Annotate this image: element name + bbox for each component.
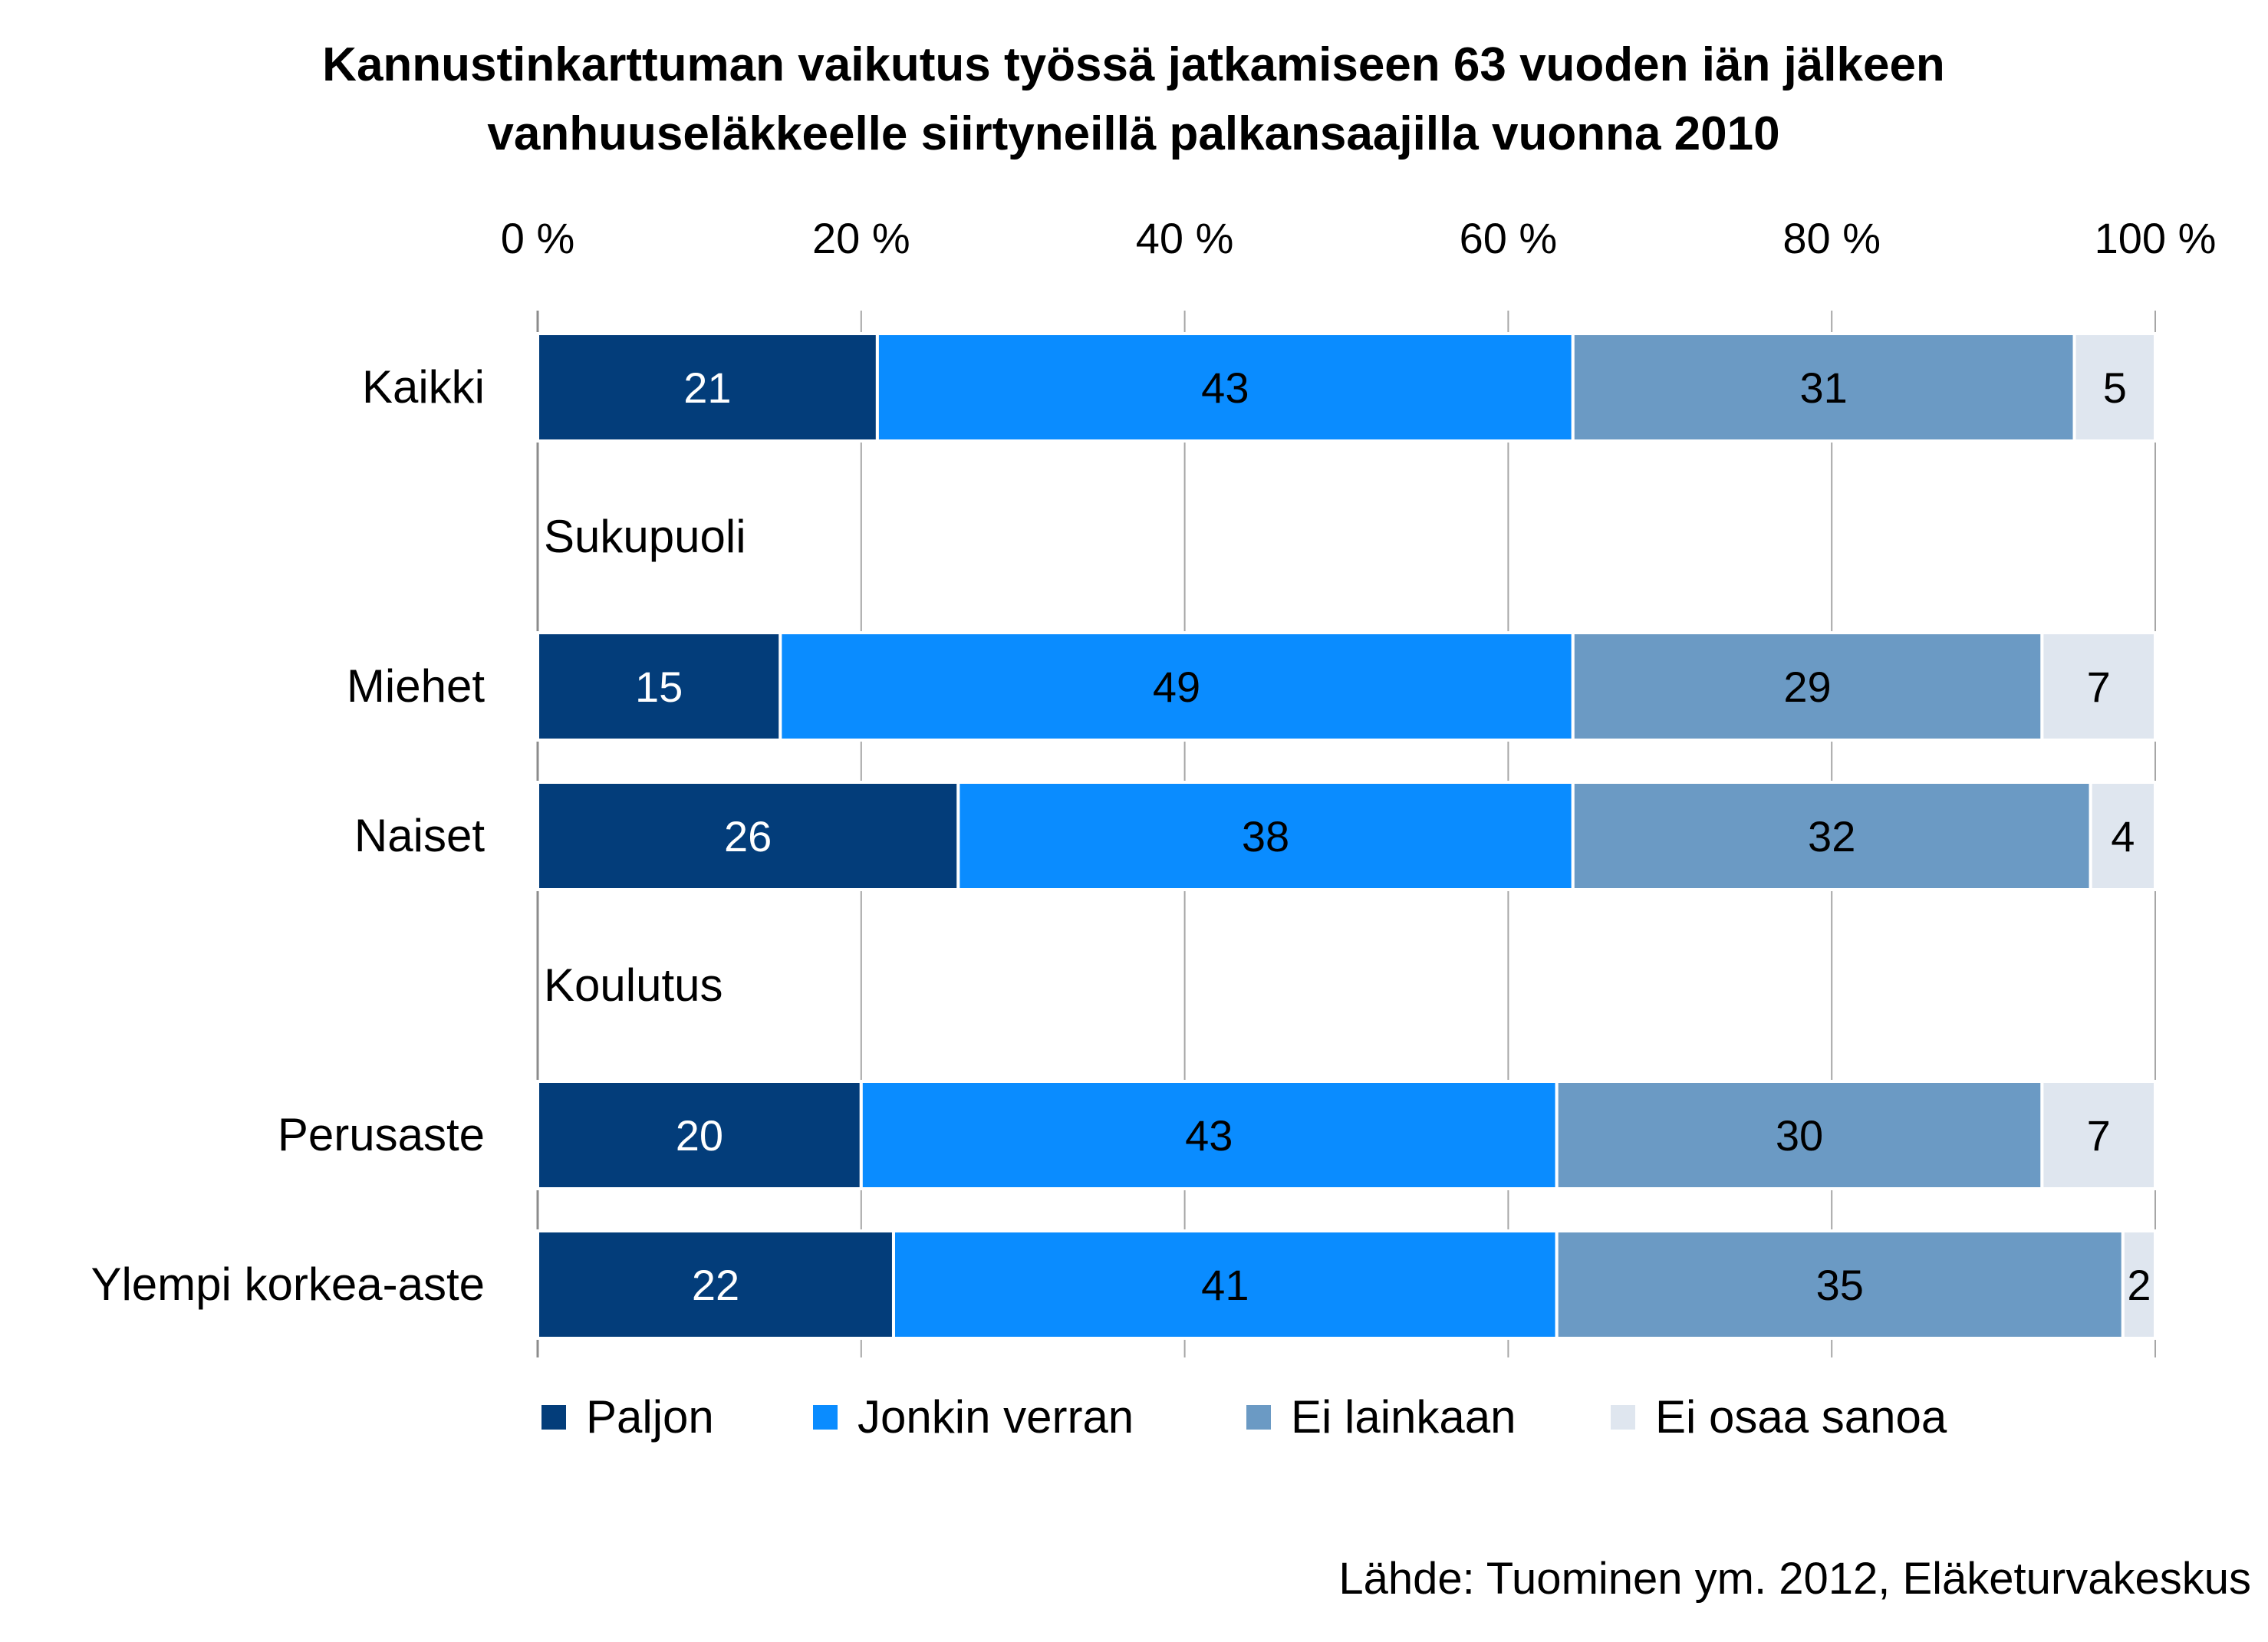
x-tick-label: 20 %: [812, 214, 910, 262]
data-label: 30: [1776, 1111, 1823, 1160]
bar-segment: [536, 332, 879, 443]
data-label: 41: [1201, 1261, 1249, 1309]
x-tick-label: 100 %: [2095, 214, 2217, 262]
data-label: 43: [1201, 364, 1249, 412]
legend-label: Ei osaa sanoa: [1655, 1391, 1947, 1443]
category-label: Kaikki: [362, 361, 485, 413]
group-header-label: Sukupuoli: [544, 511, 746, 562]
legend-item: Ei osaa sanoa: [1611, 1391, 1947, 1443]
category-label: Miehet: [347, 660, 485, 712]
bar-row: Perusaste 20 43 30 7: [278, 1080, 2158, 1190]
legend-label: Ei lainkaan: [1291, 1391, 1516, 1443]
bar-segment: [1571, 781, 2092, 891]
category-label: Ylempi korkea-aste: [91, 1259, 485, 1310]
category-label: Naiset: [354, 810, 485, 861]
data-label: 15: [635, 663, 683, 711]
chart-title: Kannustinkarttuman vaikutus työssä jatka…: [322, 38, 1945, 160]
x-tick-label: 80 %: [1782, 214, 1881, 262]
legend-swatch: [813, 1405, 838, 1430]
source-note: Lähde: Tuominen ym. 2012, Eläketurvakesk…: [1338, 1554, 2251, 1604]
data-label: 21: [683, 364, 731, 412]
bar-segment: [536, 781, 960, 891]
chart-title-line-2: vanhuuseläkkeelle siirtyneillä palkansaa…: [487, 107, 1779, 160]
bar-segment: [891, 1229, 1559, 1340]
bar-segment: [778, 631, 1575, 742]
data-label: 35: [1816, 1261, 1864, 1309]
legend-label: Paljon: [586, 1391, 714, 1443]
x-tick-label: 40 %: [1136, 214, 1234, 262]
legend: Paljon Jonkin verran Ei lainkaan Ei osaa sa…: [541, 1391, 1947, 1443]
x-axis-ticks: 0 % 20 % 40 % 60 % 80 % 100 %: [501, 214, 2217, 262]
bar-segment: [2121, 1229, 2158, 1340]
x-tick-label: 0 %: [501, 214, 575, 262]
bar-segment: [2040, 631, 2158, 742]
bar-segment: [1571, 631, 2044, 742]
bar-rows: Kaikki 21 43 31 5 Sukupuoli Miehet 15 49 29 7 Naise…: [91, 332, 2158, 1340]
data-label: 29: [1783, 663, 1831, 711]
bar-segment: [956, 781, 1575, 891]
data-label: 20: [676, 1111, 723, 1160]
legend-item: Paljon: [541, 1391, 714, 1443]
legend-item: Ei lainkaan: [1246, 1391, 1516, 1443]
data-label: 49: [1153, 663, 1200, 711]
data-label: 22: [692, 1261, 739, 1309]
bar-row: Naiset 26 38 32 4: [354, 781, 2157, 891]
bar-row: Miehet 15 49 29 7: [347, 631, 2158, 742]
bar-segment: [536, 1080, 863, 1190]
legend-item: Jonkin verran: [813, 1391, 1134, 1443]
legend-label: Jonkin verran: [857, 1391, 1134, 1443]
bar-segment: [536, 1229, 895, 1340]
bar-segment: [859, 1080, 1559, 1190]
data-label: 38: [1242, 812, 1289, 860]
data-label: 31: [1800, 364, 1848, 412]
bar-row: Kaikki 21 43 31 5: [362, 332, 2158, 443]
bar-row: Ylempi korkea-aste 22 41 35 2: [91, 1229, 2158, 1340]
data-label: 32: [1808, 812, 1855, 860]
bar-segment: [536, 631, 782, 742]
bar-segment: [2072, 332, 2158, 443]
group-header-label: Koulutus: [544, 959, 723, 1011]
data-label: 5: [2103, 364, 2127, 412]
data-label: 4: [2111, 812, 2135, 860]
data-label: 7: [2087, 663, 2111, 711]
bar-segment: [2089, 781, 2157, 891]
chart-title-line-1: Kannustinkarttuman vaikutus työssä jatka…: [322, 38, 1945, 91]
data-label: 7: [2087, 1111, 2111, 1160]
legend-swatch: [541, 1405, 566, 1430]
data-label: 26: [724, 812, 772, 860]
data-label: 43: [1185, 1111, 1233, 1160]
legend-swatch: [1246, 1405, 1271, 1430]
category-label: Perusaste: [278, 1109, 485, 1160]
bar-segment: [2040, 1080, 2158, 1190]
legend-swatch: [1611, 1405, 1635, 1430]
x-tick-label: 60 %: [1460, 214, 1558, 262]
data-label: 2: [2127, 1261, 2151, 1309]
